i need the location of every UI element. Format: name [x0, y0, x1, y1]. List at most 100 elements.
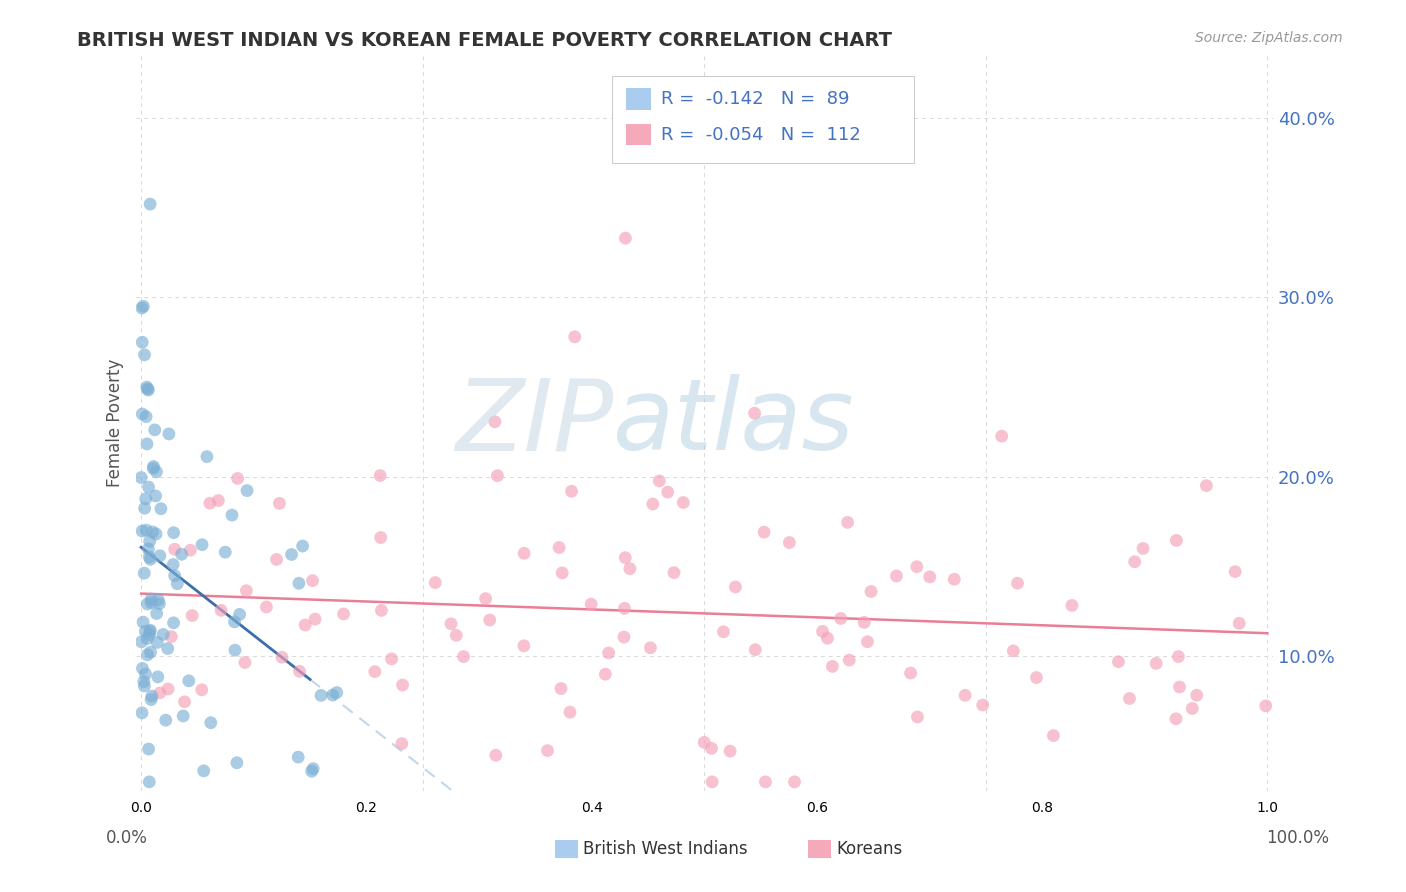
Point: [135, 409, 157, 424]
Point: [139, 624, 162, 639]
Point: [301, 574, 323, 588]
Point: [138, 542, 160, 557]
Point: [134, 501, 156, 516]
Point: [139, 552, 162, 566]
Point: [162, 615, 184, 630]
Point: [131, 635, 153, 649]
Point: [1025, 671, 1047, 685]
Point: [135, 380, 157, 394]
Point: [138, 534, 160, 549]
Point: [156, 641, 179, 656]
Point: [136, 597, 159, 611]
Point: [548, 541, 571, 555]
Point: [943, 572, 966, 586]
Point: [136, 632, 159, 646]
Point: [485, 748, 508, 763]
Point: [132, 615, 155, 629]
Point: [155, 713, 177, 727]
Point: [1166, 533, 1188, 548]
Point: [139, 624, 162, 638]
Point: [513, 546, 536, 560]
Point: [160, 630, 183, 644]
Point: [236, 483, 259, 498]
Point: [136, 648, 159, 662]
Point: [152, 627, 174, 641]
Point: [453, 649, 475, 664]
Point: [145, 465, 167, 479]
Point: [718, 744, 741, 758]
Point: [1118, 691, 1140, 706]
Point: [1007, 576, 1029, 591]
Point: [1223, 565, 1246, 579]
Point: [672, 495, 695, 509]
Point: [138, 775, 160, 789]
Point: [953, 689, 976, 703]
Text: ZIP: ZIP: [456, 375, 613, 472]
Point: [162, 525, 184, 540]
Point: [135, 491, 157, 506]
Point: [214, 545, 236, 559]
Point: [811, 624, 834, 639]
Point: [972, 698, 994, 712]
Point: [744, 406, 766, 420]
Point: [200, 715, 222, 730]
Point: [838, 653, 860, 667]
Point: [837, 516, 859, 530]
Point: [288, 576, 311, 591]
Point: [817, 631, 839, 645]
Point: [713, 624, 735, 639]
Point: [132, 299, 155, 313]
Point: [193, 764, 215, 778]
Point: [702, 775, 724, 789]
Point: [134, 679, 156, 693]
Point: [291, 539, 314, 553]
Point: [907, 710, 929, 724]
Point: [129, 470, 152, 484]
Point: [136, 383, 159, 397]
Point: [149, 549, 172, 563]
Point: [135, 523, 157, 537]
Point: [146, 670, 169, 684]
Point: [693, 735, 716, 749]
Point: [830, 611, 852, 625]
Point: [368, 468, 391, 483]
Point: [271, 650, 294, 665]
Point: [134, 566, 156, 581]
Point: [198, 496, 221, 510]
Point: [657, 485, 679, 500]
Point: [783, 775, 806, 789]
Point: [856, 634, 879, 648]
Point: [224, 643, 246, 657]
Point: [905, 559, 928, 574]
Point: [190, 682, 212, 697]
Point: [172, 709, 194, 723]
Point: [619, 562, 641, 576]
Point: [142, 459, 165, 474]
Point: [177, 673, 200, 688]
Point: [132, 674, 155, 689]
Point: [614, 231, 637, 245]
Point: [138, 742, 160, 756]
Point: [157, 681, 180, 696]
Point: [550, 681, 572, 696]
Point: [1181, 701, 1204, 715]
Point: [778, 535, 800, 549]
Point: [134, 624, 156, 639]
Point: [145, 489, 167, 503]
Point: [131, 335, 153, 350]
Point: [138, 480, 160, 494]
Point: [233, 656, 256, 670]
Point: [136, 382, 159, 396]
Point: [648, 474, 671, 488]
Point: [370, 603, 392, 617]
Point: [136, 437, 159, 451]
Point: [162, 558, 184, 572]
Point: [131, 524, 153, 538]
Point: [391, 737, 413, 751]
Point: [157, 426, 180, 441]
Point: [139, 645, 162, 659]
Point: [221, 508, 243, 522]
Point: [224, 615, 246, 629]
Point: [235, 583, 257, 598]
Point: [145, 607, 167, 621]
